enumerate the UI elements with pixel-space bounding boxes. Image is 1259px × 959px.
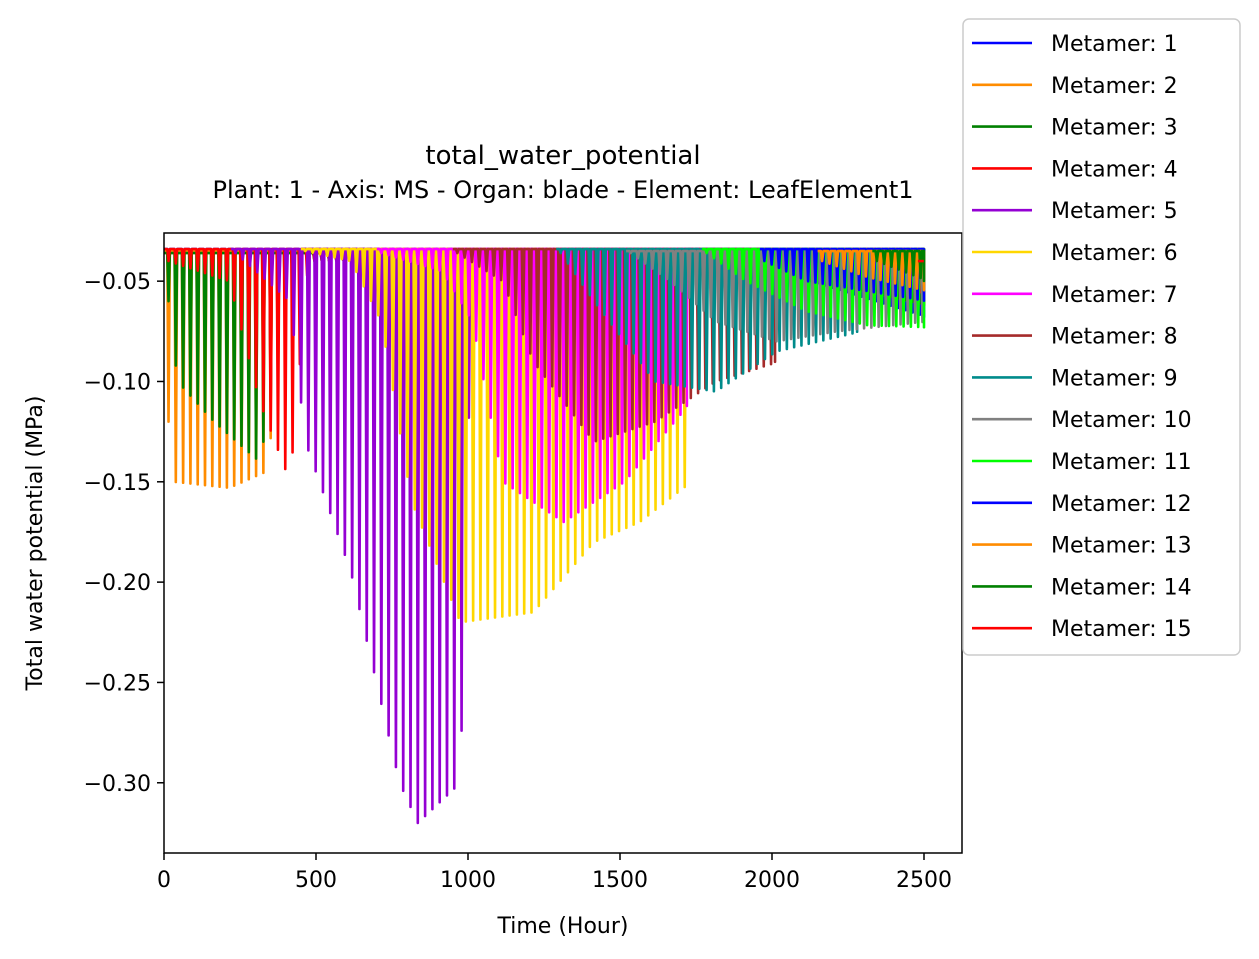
legend: Metamer: 1 Metamer: 2 Metamer: 3 Metamer: 4…: [962, 18, 1241, 656]
legend-entry: Metamer: 15: [1051, 617, 1192, 642]
legend-entry: Metamer: 4: [1051, 157, 1178, 182]
series-layer: [164, 247, 926, 825]
x-tick-label: 1500: [592, 868, 648, 893]
chart-title: total_water_potential: [425, 141, 700, 171]
series-line: [817, 249, 926, 292]
legend-entry: Metamer: 12: [1051, 492, 1192, 517]
legend-entry: Metamer: 3: [1051, 116, 1178, 141]
legend-entry: Metamer: 9: [1051, 366, 1178, 391]
y-axis-label: Total water potential (MPa): [23, 396, 48, 692]
x-axis: 0 500 1000 1500 2000 2500: [157, 853, 952, 893]
x-tick-label: 1000: [440, 868, 496, 893]
legend-entry: Metamer: 1: [1051, 32, 1178, 57]
y-tick-label: −0.30: [84, 772, 151, 797]
legend-entry: Metamer: 11: [1051, 450, 1192, 475]
y-tick-label: −0.15: [84, 471, 151, 496]
legend-entry: Metamer: 13: [1051, 534, 1192, 559]
chart-subtitle: Plant: 1 - Axis: MS - Organ: blade - Ele…: [212, 176, 913, 204]
legend-entry: Metamer: 14: [1051, 575, 1192, 600]
y-tick-label: −0.05: [84, 270, 151, 295]
x-tick-label: 2500: [896, 868, 952, 893]
y-axis: −0.05 −0.10 −0.15 −0.20 −0.25 −0.30: [84, 270, 164, 797]
legend-box: [962, 18, 1241, 656]
x-tick-label: 0: [157, 868, 171, 893]
legend-entry: Metamer: 10: [1051, 408, 1192, 433]
y-tick-label: −0.10: [84, 370, 151, 395]
legend-entry: Metamer: 7: [1051, 283, 1178, 308]
x-axis-label: Time (Hour): [497, 914, 629, 939]
legend-entry: Metamer: 5: [1051, 199, 1178, 224]
series-line: [872, 249, 926, 283]
y-tick-label: −0.20: [84, 571, 151, 596]
y-tick-label: −0.25: [84, 671, 151, 696]
legend-entry: Metamer: 8: [1051, 325, 1178, 350]
x-tick-label: 2000: [744, 868, 800, 893]
legend-entry: Metamer: 2: [1051, 74, 1178, 99]
plot-frame: [163, 232, 963, 854]
x-tick-label: 500: [295, 868, 337, 893]
legend-entry: Metamer: 6: [1051, 241, 1178, 266]
series-line: [376, 247, 689, 524]
